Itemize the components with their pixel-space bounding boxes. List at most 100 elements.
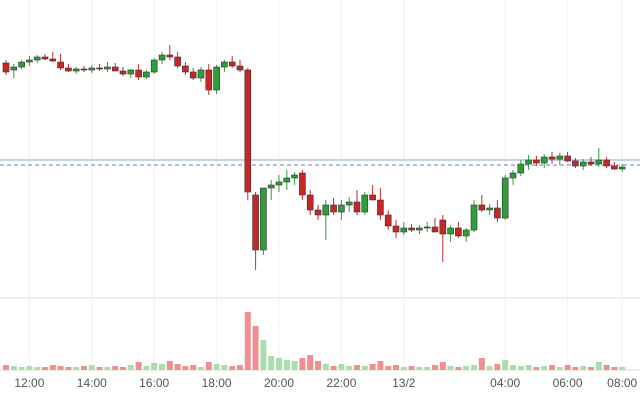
candle-body <box>462 229 470 237</box>
volume-bar <box>611 367 618 370</box>
candle-body <box>314 209 322 216</box>
candle-body <box>377 199 384 216</box>
volume-bar <box>525 365 532 370</box>
candle-body <box>166 54 174 58</box>
volume-bar <box>541 366 548 370</box>
volume-bar <box>237 365 243 370</box>
volume-bar <box>26 366 33 370</box>
candle-body <box>182 65 189 73</box>
volume-bar <box>517 366 524 370</box>
volume-bar <box>502 360 509 370</box>
candle-body <box>236 65 244 71</box>
volume-bar <box>3 365 9 370</box>
candle-body <box>80 68 88 71</box>
candle-body <box>517 163 525 174</box>
candle-body <box>478 204 486 211</box>
volume-bar <box>322 364 329 370</box>
volume-bar <box>190 365 197 370</box>
volume-bar <box>439 362 446 370</box>
volume-bar <box>182 366 189 370</box>
candle-body <box>540 156 548 164</box>
candle-body <box>127 69 135 75</box>
volume-bar <box>127 365 134 370</box>
volume-bar <box>580 366 587 370</box>
volume-bar <box>354 365 360 370</box>
volume-bar <box>135 362 142 370</box>
candle-body <box>104 66 111 70</box>
candle-body <box>556 155 564 160</box>
candle-body <box>189 71 197 79</box>
volume-bar <box>291 361 298 370</box>
candle-body <box>96 67 103 70</box>
candle-body <box>306 194 314 211</box>
candle-body <box>587 161 595 165</box>
volume-bar <box>533 367 540 370</box>
volume-bar <box>361 366 368 370</box>
candle-body <box>603 159 610 167</box>
candle-body <box>400 227 408 233</box>
candle-body <box>533 159 540 164</box>
candle-body <box>57 61 64 69</box>
candle-body <box>564 155 571 162</box>
volume-bar <box>205 362 212 370</box>
volume-bar <box>400 367 407 370</box>
volume-bar <box>73 367 80 370</box>
candle-body <box>423 226 431 229</box>
volume-bar <box>104 367 111 370</box>
candle-body <box>88 67 96 71</box>
volume-bar <box>221 365 228 370</box>
candle-body <box>486 207 493 211</box>
volume-bar <box>244 312 251 370</box>
volume-bar <box>603 365 610 370</box>
candle-body <box>509 172 517 179</box>
candle-body <box>595 159 603 165</box>
candle-body <box>18 61 25 68</box>
volume-bar <box>34 367 41 370</box>
candle-body <box>205 69 213 91</box>
volume-bar <box>120 367 126 370</box>
volume-bar <box>564 365 571 370</box>
volume-bar <box>112 366 119 370</box>
candle-body <box>369 194 376 201</box>
volume-bar <box>619 367 626 370</box>
candle-body <box>455 227 462 237</box>
candle-body <box>275 181 283 186</box>
volume-bar <box>213 364 220 370</box>
candle-body <box>213 66 220 91</box>
volume-bar <box>307 355 314 370</box>
candle-body <box>111 66 119 72</box>
volume-bar <box>10 366 17 370</box>
volume-bar <box>447 366 454 370</box>
volume-bar <box>18 367 25 370</box>
volume-bar <box>315 361 321 370</box>
volume-bar <box>88 365 95 370</box>
volume-bar <box>369 364 376 370</box>
candle-body <box>135 69 142 78</box>
volume-bar <box>96 367 103 370</box>
volume-bar <box>572 367 579 370</box>
candle-body <box>322 204 330 216</box>
x-tick-label: 12:00 <box>14 376 44 390</box>
volume-bar <box>595 362 602 370</box>
volume-bar <box>299 358 306 370</box>
candle-body <box>197 69 205 79</box>
candle-body <box>33 56 41 61</box>
volume-bar <box>198 367 204 370</box>
volume-bar <box>276 358 282 370</box>
volume-bar <box>416 367 423 370</box>
candle-body <box>72 68 80 72</box>
candle-body <box>221 61 228 68</box>
volume-bar <box>283 360 290 370</box>
candle-body <box>525 159 532 165</box>
candle-body <box>470 204 478 231</box>
x-tick-label: 13/2 <box>392 376 416 390</box>
volume-bar <box>252 326 259 370</box>
candle-body <box>174 56 181 67</box>
volume-bar <box>377 361 384 370</box>
candle-body <box>65 67 72 72</box>
x-tick-label: 04:00 <box>490 376 520 390</box>
candle-body <box>150 59 158 73</box>
volume-bar <box>486 366 493 370</box>
volume-bar <box>42 367 48 370</box>
